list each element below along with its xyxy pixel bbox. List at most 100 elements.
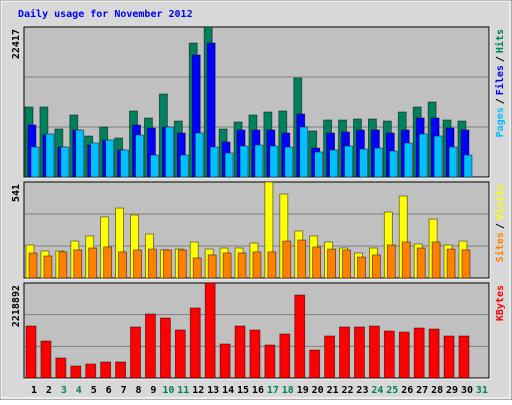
bar xyxy=(416,247,426,279)
bar xyxy=(133,249,142,279)
bar xyxy=(329,149,339,178)
bar xyxy=(252,251,262,279)
bar xyxy=(386,244,396,279)
bar xyxy=(403,142,413,178)
legend: KBytes xyxy=(495,285,506,321)
bar xyxy=(418,133,428,178)
bar xyxy=(254,144,264,178)
bar xyxy=(85,363,97,379)
bar xyxy=(179,154,189,178)
bar xyxy=(282,240,292,279)
bar xyxy=(446,248,456,279)
bar xyxy=(324,335,336,379)
bar xyxy=(239,145,249,178)
bar xyxy=(73,249,83,279)
bar xyxy=(264,344,276,379)
bar xyxy=(357,256,366,279)
legend-separator: / xyxy=(495,56,506,62)
bar xyxy=(219,343,231,379)
bar xyxy=(43,255,53,279)
x-tick-label: 17 xyxy=(267,385,279,396)
x-tick-label: 7 xyxy=(121,385,127,396)
x-tick-label: 1 xyxy=(31,385,37,396)
x-tick-label: 27 xyxy=(416,385,428,396)
bar xyxy=(135,134,144,178)
bar xyxy=(237,252,247,279)
bar xyxy=(267,251,277,279)
legend-entry: Visits xyxy=(494,184,506,220)
bar xyxy=(145,313,156,379)
x-tick-label: 21 xyxy=(327,385,339,396)
bar xyxy=(192,257,202,279)
bar xyxy=(269,145,279,178)
bar xyxy=(159,317,171,379)
legend-entry: Hits xyxy=(494,29,506,53)
y-tick-label: 2218892 xyxy=(11,285,22,327)
bar xyxy=(40,340,52,379)
x-tick-label: 11 xyxy=(177,385,189,396)
x-tick-label: 8 xyxy=(135,385,141,396)
bar xyxy=(60,146,70,178)
bar xyxy=(463,154,473,178)
x-tick-label: 29 xyxy=(446,385,458,396)
bar xyxy=(359,148,368,178)
x-tick-label: 28 xyxy=(431,385,443,396)
bar xyxy=(339,326,350,379)
bar xyxy=(398,331,410,379)
x-tick-label: 23 xyxy=(356,385,368,396)
x-tick-label: 25 xyxy=(386,385,398,396)
bar xyxy=(279,333,291,379)
bar xyxy=(103,246,113,279)
x-tick-label: 3 xyxy=(61,385,67,396)
bar xyxy=(373,147,383,178)
bar xyxy=(88,247,98,279)
bar xyxy=(342,249,351,279)
bar xyxy=(413,327,425,379)
x-tick-label: 26 xyxy=(401,385,413,396)
bar xyxy=(150,154,159,178)
legend-entry: Pages xyxy=(495,107,506,137)
x-tick-label: 6 xyxy=(106,385,112,396)
bar xyxy=(428,328,440,379)
x-tick-label: 14 xyxy=(222,385,234,396)
x-tick-label: 9 xyxy=(150,385,156,396)
bar xyxy=(120,149,129,178)
bar xyxy=(383,330,395,379)
bar xyxy=(75,129,85,178)
bar xyxy=(448,146,458,178)
bar xyxy=(458,335,470,379)
legend-separator: / xyxy=(495,223,506,229)
bar xyxy=(222,252,232,279)
bar xyxy=(28,252,38,279)
bar xyxy=(164,126,174,178)
x-tick-label: 18 xyxy=(282,385,294,396)
bar xyxy=(314,151,324,178)
bar xyxy=(297,239,307,279)
legend: Sites / Visits xyxy=(494,184,506,262)
bar xyxy=(327,248,337,279)
bar xyxy=(58,251,68,279)
bar xyxy=(294,294,306,379)
x-tick-label: 22 xyxy=(342,385,354,396)
bar xyxy=(234,325,246,379)
legend-entry: Files xyxy=(494,65,506,95)
bar xyxy=(162,249,172,279)
bar xyxy=(207,254,217,279)
x-tick-label: 30 xyxy=(461,385,473,396)
x-tick-label: 15 xyxy=(237,385,249,396)
bar xyxy=(177,249,187,279)
bar xyxy=(189,307,201,379)
bar xyxy=(344,145,353,178)
bar xyxy=(388,150,398,178)
x-tick-label: 5 xyxy=(91,385,97,396)
bar xyxy=(443,335,455,379)
x-tick-label: 19 xyxy=(297,385,309,396)
legend-entry: KBytes xyxy=(495,285,506,321)
bar xyxy=(249,329,261,379)
bar xyxy=(100,361,112,379)
bar xyxy=(312,246,322,279)
bar xyxy=(174,329,186,379)
bar xyxy=(194,132,204,178)
